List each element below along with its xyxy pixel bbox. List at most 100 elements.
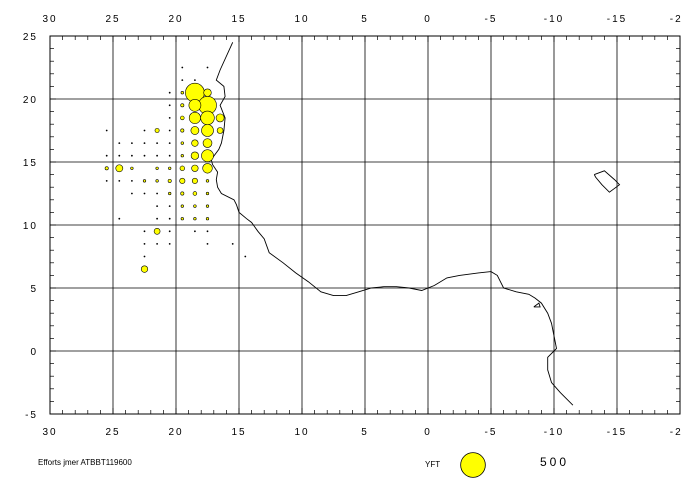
effort-dot xyxy=(143,192,146,195)
yft-catch-circle xyxy=(201,149,214,163)
x-tick-label-top: -10 xyxy=(544,14,564,25)
yft-catch-circle xyxy=(167,178,172,183)
yft-catch-circle xyxy=(180,115,185,121)
effort-dot xyxy=(206,243,209,245)
y-tick-label: 0 xyxy=(30,347,38,358)
yft-catch-circle xyxy=(201,124,214,137)
effort-dot xyxy=(131,154,133,157)
yft-catch-circle xyxy=(179,165,185,171)
effort-dot xyxy=(143,255,146,258)
effort-dot xyxy=(156,217,159,220)
yft-catch-circle xyxy=(193,204,197,208)
effort-dot xyxy=(118,217,121,220)
x-tick-label-bottom: 15 xyxy=(231,427,246,438)
yft-catch-circle xyxy=(180,91,184,95)
yft-catch-circles xyxy=(104,82,225,273)
x-tick-label-top: -20 xyxy=(670,14,681,25)
effort-dot xyxy=(168,243,171,245)
effort-dot xyxy=(181,79,184,81)
x-tick-label-bottom: -5 xyxy=(485,427,498,438)
effort-dot xyxy=(143,230,146,233)
yft-catch-circle xyxy=(190,151,199,160)
coastline xyxy=(210,42,621,406)
effort-dot xyxy=(143,243,146,245)
yft-catch-circle xyxy=(202,163,213,174)
yft-catch-circle xyxy=(179,177,186,184)
yft-catch-circle xyxy=(180,191,185,196)
x-tick-label-top: 10 xyxy=(294,14,309,25)
yft-catch-circle xyxy=(216,127,224,134)
yft-catch-circle xyxy=(154,128,160,133)
yft-catch-circle xyxy=(205,217,210,221)
effort-dot xyxy=(105,129,108,132)
yft-catch-circle xyxy=(180,141,184,145)
yft-catch-circle xyxy=(205,191,210,196)
effort-dot xyxy=(131,180,133,182)
yft-catch-circle xyxy=(205,179,210,183)
yft-catch-circle xyxy=(180,154,184,158)
effort-dot xyxy=(131,142,133,145)
effort-dot xyxy=(143,129,146,132)
yft-catch-circle xyxy=(180,103,185,108)
effort-dot xyxy=(156,205,159,208)
effort-dot xyxy=(156,142,159,145)
y-tick-label: 25 xyxy=(23,32,38,43)
yft-catch-circle xyxy=(190,126,200,135)
yft-catch-circle xyxy=(142,179,147,183)
yft-catch-circle xyxy=(202,138,213,148)
effort-dot xyxy=(105,154,108,157)
yft-catch-circle xyxy=(168,166,172,170)
x-tick-label-top: 30 xyxy=(42,14,57,25)
effort-dot xyxy=(131,192,133,195)
legend-species-label: YFT xyxy=(425,460,440,469)
effort-dot xyxy=(143,154,146,157)
yft-catch-circle xyxy=(188,98,202,112)
yft-catch-circle xyxy=(140,265,149,273)
yft-catch-circle xyxy=(153,228,161,235)
yft-catch-circle xyxy=(115,164,124,173)
effort-dot xyxy=(168,142,171,145)
x-tick-label-bottom: 30 xyxy=(42,427,57,438)
x-tick-label-top: 25 xyxy=(105,14,120,25)
axis-ticks xyxy=(49,35,681,415)
yft-catch-circle xyxy=(155,179,159,183)
yft-catch-circle xyxy=(188,111,201,124)
yft-catch-circle xyxy=(200,110,215,126)
effort-dot xyxy=(143,142,146,145)
yft-catch-circle xyxy=(130,166,134,170)
yft-catch-circle xyxy=(180,204,184,208)
effort-markers xyxy=(105,66,247,258)
effort-dot xyxy=(206,230,209,233)
effort-dot xyxy=(168,205,171,208)
islet-coastline xyxy=(533,302,541,308)
effort-dot xyxy=(181,66,184,69)
effort-dot xyxy=(168,104,171,107)
effort-dot xyxy=(194,230,196,233)
yft-catch-circle xyxy=(205,204,210,208)
y-tick-label: 5 xyxy=(30,284,38,295)
effort-dot xyxy=(168,129,171,132)
x-tick-label-bottom: 25 xyxy=(105,427,120,438)
africa-coastline xyxy=(210,42,574,406)
effort-dot xyxy=(168,154,171,157)
yft-catch-circle xyxy=(191,139,199,147)
x-tick-label-top: 15 xyxy=(231,14,246,25)
x-tick-label-top: 20 xyxy=(168,14,183,25)
effort-dot xyxy=(156,154,159,157)
island-coastline xyxy=(593,170,621,193)
axis-labels: 30 30 25 25 20 20 15 15 10 10 5 5 0 0 -5 -5 -10 -10 -15 -15… xyxy=(23,14,681,438)
lat-lon-grid xyxy=(50,36,680,414)
legend-size-circle xyxy=(460,452,486,478)
effort-dot xyxy=(231,243,234,245)
y-tick-label: 20 xyxy=(23,95,38,106)
x-tick-label-top: 5 xyxy=(361,14,369,25)
x-tick-label-top: -5 xyxy=(485,14,498,25)
x-tick-label-bottom: -20 xyxy=(670,427,681,438)
yft-catch-circle xyxy=(192,191,198,196)
x-tick-label-bottom: 20 xyxy=(168,427,183,438)
x-tick-label-bottom: -10 xyxy=(544,427,564,438)
effort-dot xyxy=(244,255,247,258)
effort-dot xyxy=(168,217,171,220)
x-tick-label-top: 0 xyxy=(424,14,432,25)
yft-catch-circle xyxy=(191,164,199,172)
